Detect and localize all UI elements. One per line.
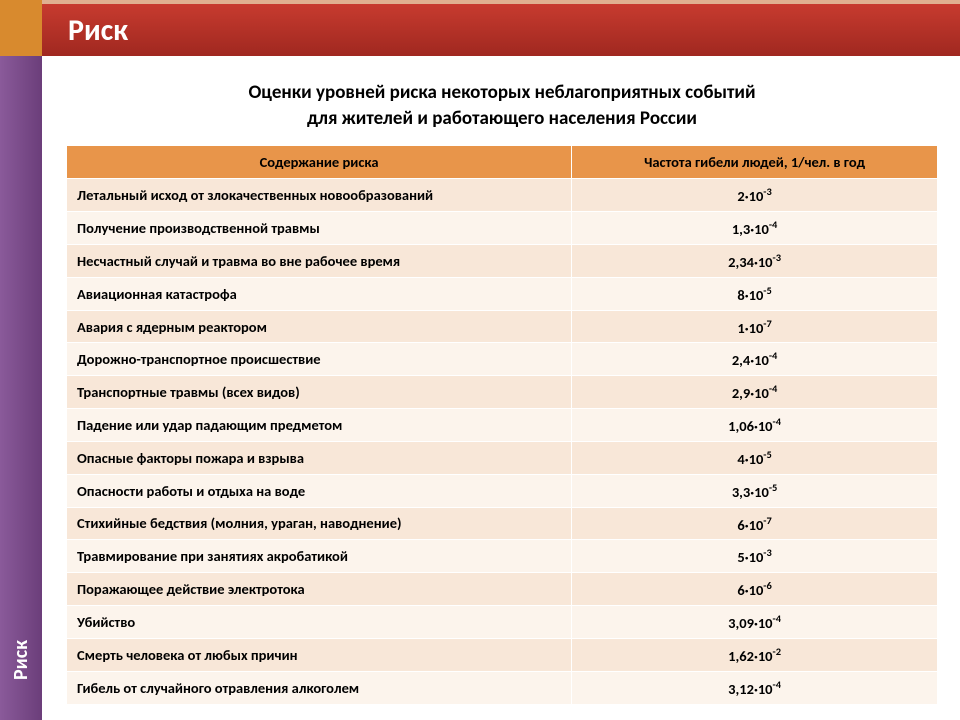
slide-subtitle: Оценки уровней риска некоторых неблагопр… [66,80,938,131]
mantissa: 6 [737,515,744,533]
risk-frequency: 5·10-3 [572,540,938,573]
table-row: Авария с ядерным реактором1·10-7 [67,310,938,343]
slide-header: Риск [42,0,960,56]
mantissa: 2,34 [728,253,754,271]
risk-frequency: 1,06·10-4 [572,409,938,442]
exponent: -2 [773,645,782,658]
exponent: -4 [769,218,778,231]
exponent: -4 [773,678,782,691]
risk-frequency: 2,9·10-4 [572,376,938,409]
exponent: -3 [773,251,782,264]
subtitle-line2: для жителей и работающего населения Росс… [307,107,697,130]
risk-description: Гибель от случайного отравления алкоголе… [67,671,572,704]
risk-frequency: 6·10-6 [572,573,938,606]
risk-description: Травмирование при занятиях акробатикой [67,540,572,573]
table-row: Травмирование при занятиях акробатикой5·… [67,540,938,573]
risk-frequency: 3,3·10-5 [572,474,938,507]
risk-frequency: 2,34·10-3 [572,244,938,277]
table-row: Дорожно-транспортное происшествие2,4·10-… [67,343,938,376]
risk-description: Авиационная катастрофа [67,277,572,310]
mantissa: 5 [737,548,744,566]
exponent: -4 [773,415,782,428]
table-row: Убийство3,09·10-4 [67,606,938,639]
exponent: -5 [763,284,772,297]
risk-frequency: 3,09·10-4 [572,606,938,639]
mantissa: 3,3 [732,483,750,501]
corner-accent [0,0,42,56]
table-row: Падение или удар падающим предметом1,06·… [67,409,938,442]
risk-frequency: 1,3·10-4 [572,212,938,245]
subtitle-line1: Оценки уровней риска некоторых неблагопр… [248,81,755,104]
table-row: Гибель от случайного отравления алкоголе… [67,671,938,704]
col-header-risk: Содержание риска [67,146,572,179]
exponent: -3 [763,185,772,198]
mantissa: 1,62 [728,647,754,665]
risk-table: Содержание риска Частота гибели людей, 1… [66,145,938,704]
table-row: Получение производственной травмы1,3·10-… [67,212,938,245]
risk-frequency: 4·10-5 [572,441,938,474]
col-header-frequency: Частота гибели людей, 1/чел. в год [572,146,938,179]
exponent: -3 [763,546,772,559]
risk-description: Убийство [67,606,572,639]
exponent: -4 [769,349,778,362]
mantissa: 2 [737,187,744,205]
risk-description: Опасные факторы пожара и взрыва [67,441,572,474]
risk-description: Авария с ядерным реактором [67,310,572,343]
table-row: Летальный исход от злокачественных новоо… [67,179,938,212]
mantissa: 4 [737,450,744,468]
table-row: Авиационная катастрофа8·10-5 [67,277,938,310]
table-row: Несчастный случай и травма во вне рабоче… [67,244,938,277]
risk-frequency: 8·10-5 [572,277,938,310]
risk-frequency: 2,4·10-4 [572,343,938,376]
exponent: -5 [763,448,772,461]
mantissa: 2,9 [732,384,750,402]
mantissa: 3,09 [728,614,754,632]
risk-description: Падение или удар падающим предметом [67,409,572,442]
mantissa: 6 [737,581,744,599]
table-row: Опасные факторы пожара и взрыва4·10-5 [67,441,938,474]
table-row: Опасности работы и отдыха на воде3,3·10-… [67,474,938,507]
risk-description: Смерть человека от любых причин [67,638,572,671]
risk-description: Несчастный случай и травма во вне рабоче… [67,244,572,277]
mantissa: 2,4 [732,351,750,369]
table-row: Стихийные бедствия (молния, ураган, наво… [67,507,938,540]
risk-description: Опасности работы и отдыха на воде [67,474,572,507]
mantissa: 1,06 [728,417,754,435]
mantissa: 8 [737,286,744,304]
risk-description: Дорожно-транспортное происшествие [67,343,572,376]
exponent: -5 [769,481,778,494]
content-area: Оценки уровней риска некоторых неблагопр… [42,56,960,720]
risk-description: Транспортные травмы (всех видов) [67,376,572,409]
risk-frequency: 2·10-3 [572,179,938,212]
risk-frequency: 3,12·10-4 [572,671,938,704]
table-row: Смерть человека от любых причин1,62·10-2 [67,638,938,671]
mantissa: 3,12 [728,680,754,698]
sidebar-label: Риск [9,640,33,680]
mantissa: 1,3 [732,220,750,238]
risk-frequency: 6·10-7 [572,507,938,540]
table-row: Транспортные травмы (всех видов)2,9·10-4 [67,376,938,409]
risk-description: Получение производственной травмы [67,212,572,245]
exponent: -7 [763,514,772,527]
exponent: -4 [769,382,778,395]
exponent: -7 [763,317,772,330]
exponent: -4 [773,612,782,625]
table-row: Поражающее действие электротока6·10-6 [67,573,938,606]
risk-description: Стихийные бедствия (молния, ураган, наво… [67,507,572,540]
risk-frequency: 1,62·10-2 [572,638,938,671]
risk-description: Поражающее действие электротока [67,573,572,606]
risk-description: Летальный исход от злокачественных новоо… [67,179,572,212]
exponent: -6 [763,579,772,592]
slide-title: Риск [68,12,128,49]
sidebar: Риск [0,56,42,720]
mantissa: 1 [737,318,744,336]
risk-frequency: 1·10-7 [572,310,938,343]
